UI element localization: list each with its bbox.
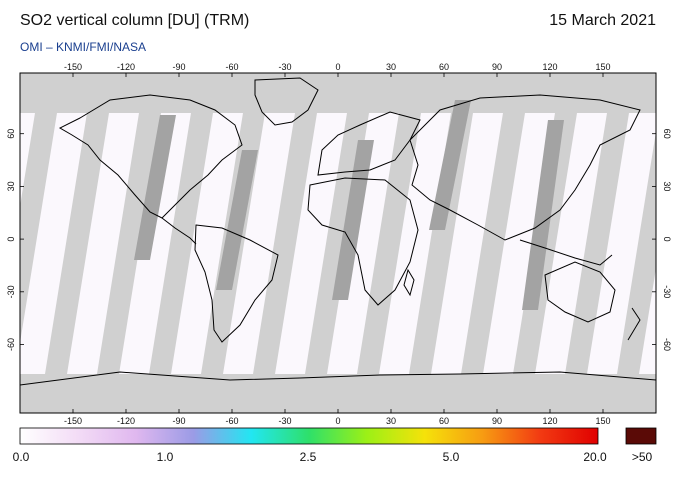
orbit-gap-swath bbox=[149, 113, 213, 374]
map-date: 15 March 2021 bbox=[549, 12, 656, 29]
madagascar-outline bbox=[403, 268, 415, 297]
lon-tick-label-bottom: -150 bbox=[64, 416, 82, 426]
orbit-gap-swath-dark bbox=[522, 120, 564, 310]
orbit-gap-swath-dark bbox=[332, 140, 374, 300]
lon-tick-label-top: 30 bbox=[386, 62, 396, 72]
orbit-gap-swath-dark bbox=[429, 100, 471, 230]
orbit-gap-swath bbox=[97, 113, 161, 374]
colorbar-label: 2.5 bbox=[299, 450, 317, 464]
lon-tick-label-bottom: -90 bbox=[172, 416, 185, 426]
coastlines bbox=[20, 77, 656, 386]
lon-tick-label-top: 90 bbox=[492, 62, 502, 72]
orbit-gap-swath bbox=[565, 113, 629, 374]
lon-tick-label-top: -120 bbox=[117, 62, 135, 72]
lon-tick-label-top: 60 bbox=[439, 62, 449, 72]
lon-tick-label-top: 150 bbox=[595, 62, 610, 72]
lon-tick-label-top: -30 bbox=[278, 62, 291, 72]
southeast-asia-islands-outline bbox=[519, 239, 613, 266]
new-zealand-outline bbox=[627, 307, 641, 341]
lon-tick-label-bottom: 120 bbox=[542, 416, 557, 426]
orbit-gap-swaths bbox=[0, 113, 676, 374]
orbit-gap-swath bbox=[45, 113, 109, 374]
lon-tick-label-top: 0 bbox=[335, 62, 340, 72]
orbit-gap-swath-dark bbox=[216, 150, 258, 290]
colorbar-label: 0.0 bbox=[12, 450, 30, 464]
lon-tick-label-bottom: 60 bbox=[439, 416, 449, 426]
orbit-gap-swath bbox=[669, 113, 676, 374]
arctic-no-data-band bbox=[20, 73, 656, 113]
lat-tick-label-left: 60 bbox=[6, 129, 16, 139]
orbit-gap-swath-dark bbox=[134, 115, 176, 260]
north-america-outline bbox=[58, 94, 243, 219]
antarctic-no-data-band bbox=[20, 374, 656, 413]
lon-tick-label-bottom: 150 bbox=[595, 416, 610, 426]
europe-outline bbox=[317, 111, 421, 176]
lat-tick-label-right: 0 bbox=[662, 237, 672, 242]
colorbar-overflow-swatch bbox=[625, 427, 657, 445]
south-america-outline bbox=[194, 224, 279, 343]
map-title: SO2 vertical column [DU] (TRM) bbox=[20, 12, 250, 29]
orbit-gap-swath bbox=[357, 113, 421, 374]
lon-tick-label-bottom: 30 bbox=[386, 416, 396, 426]
longitude-ticks-bottom: -150 -120 -90 -60 -30 0 30 60 90 120 150 bbox=[64, 409, 611, 426]
lon-tick-label-bottom: -60 bbox=[225, 416, 238, 426]
lon-tick-label-top: -60 bbox=[225, 62, 238, 72]
longitude-ticks-top: -150 -120 -90 -60 -30 0 30 60 90 120 150 bbox=[64, 62, 611, 77]
map-plot-area bbox=[0, 73, 676, 413]
lon-tick-label-top: -150 bbox=[64, 62, 82, 72]
colorbar-label: 20.0 bbox=[583, 450, 607, 464]
colorbar-label: 1.0 bbox=[156, 450, 174, 464]
orbit-gap-swath bbox=[253, 113, 317, 374]
lat-tick-label-right: 60 bbox=[662, 129, 672, 139]
lat-tick-label-right: 30 bbox=[662, 181, 672, 191]
lon-tick-label-bottom: 0 bbox=[335, 416, 340, 426]
colorbar-label: >50 bbox=[631, 450, 653, 464]
data-source-credit: OMI – KNMI/FMI/NASA bbox=[20, 40, 147, 54]
lat-tick-label-left: -60 bbox=[6, 338, 16, 351]
orbit-gap-swath bbox=[461, 113, 525, 374]
orbit-gap-swath bbox=[0, 113, 5, 374]
orbit-gap-swath bbox=[617, 131, 656, 374]
lat-tick-label-left: 30 bbox=[6, 181, 16, 191]
greenland-outline bbox=[254, 77, 319, 126]
orbit-gap-swath bbox=[20, 113, 57, 343]
australia-outline bbox=[544, 261, 616, 323]
lat-tick-label-right: -30 bbox=[662, 285, 672, 298]
orbit-gap-swath bbox=[409, 113, 473, 374]
colorbar-label: 5.0 bbox=[442, 450, 460, 464]
latitude-ticks-right: 60 30 0 -30 -60 bbox=[652, 129, 672, 351]
africa-outline bbox=[307, 177, 419, 306]
lon-tick-label-bottom: -30 bbox=[278, 416, 291, 426]
asia-outline bbox=[409, 94, 641, 241]
orbit-gap-swaths-dark bbox=[134, 100, 564, 310]
central-america-outline bbox=[161, 217, 197, 245]
lon-tick-label-top: -90 bbox=[172, 62, 185, 72]
latitude-ticks-left: 60 30 0 -30 -60 bbox=[6, 129, 24, 351]
lon-tick-label-bottom: 90 bbox=[492, 416, 502, 426]
lon-tick-label-top: 120 bbox=[542, 62, 557, 72]
antarctica-outline bbox=[20, 371, 656, 386]
lon-tick-label-bottom: -120 bbox=[117, 416, 135, 426]
colorbar bbox=[19, 427, 599, 445]
lat-tick-label-left: 0 bbox=[6, 237, 16, 242]
lat-tick-label-left: -30 bbox=[6, 285, 16, 298]
lat-tick-label-right: -60 bbox=[662, 338, 672, 351]
